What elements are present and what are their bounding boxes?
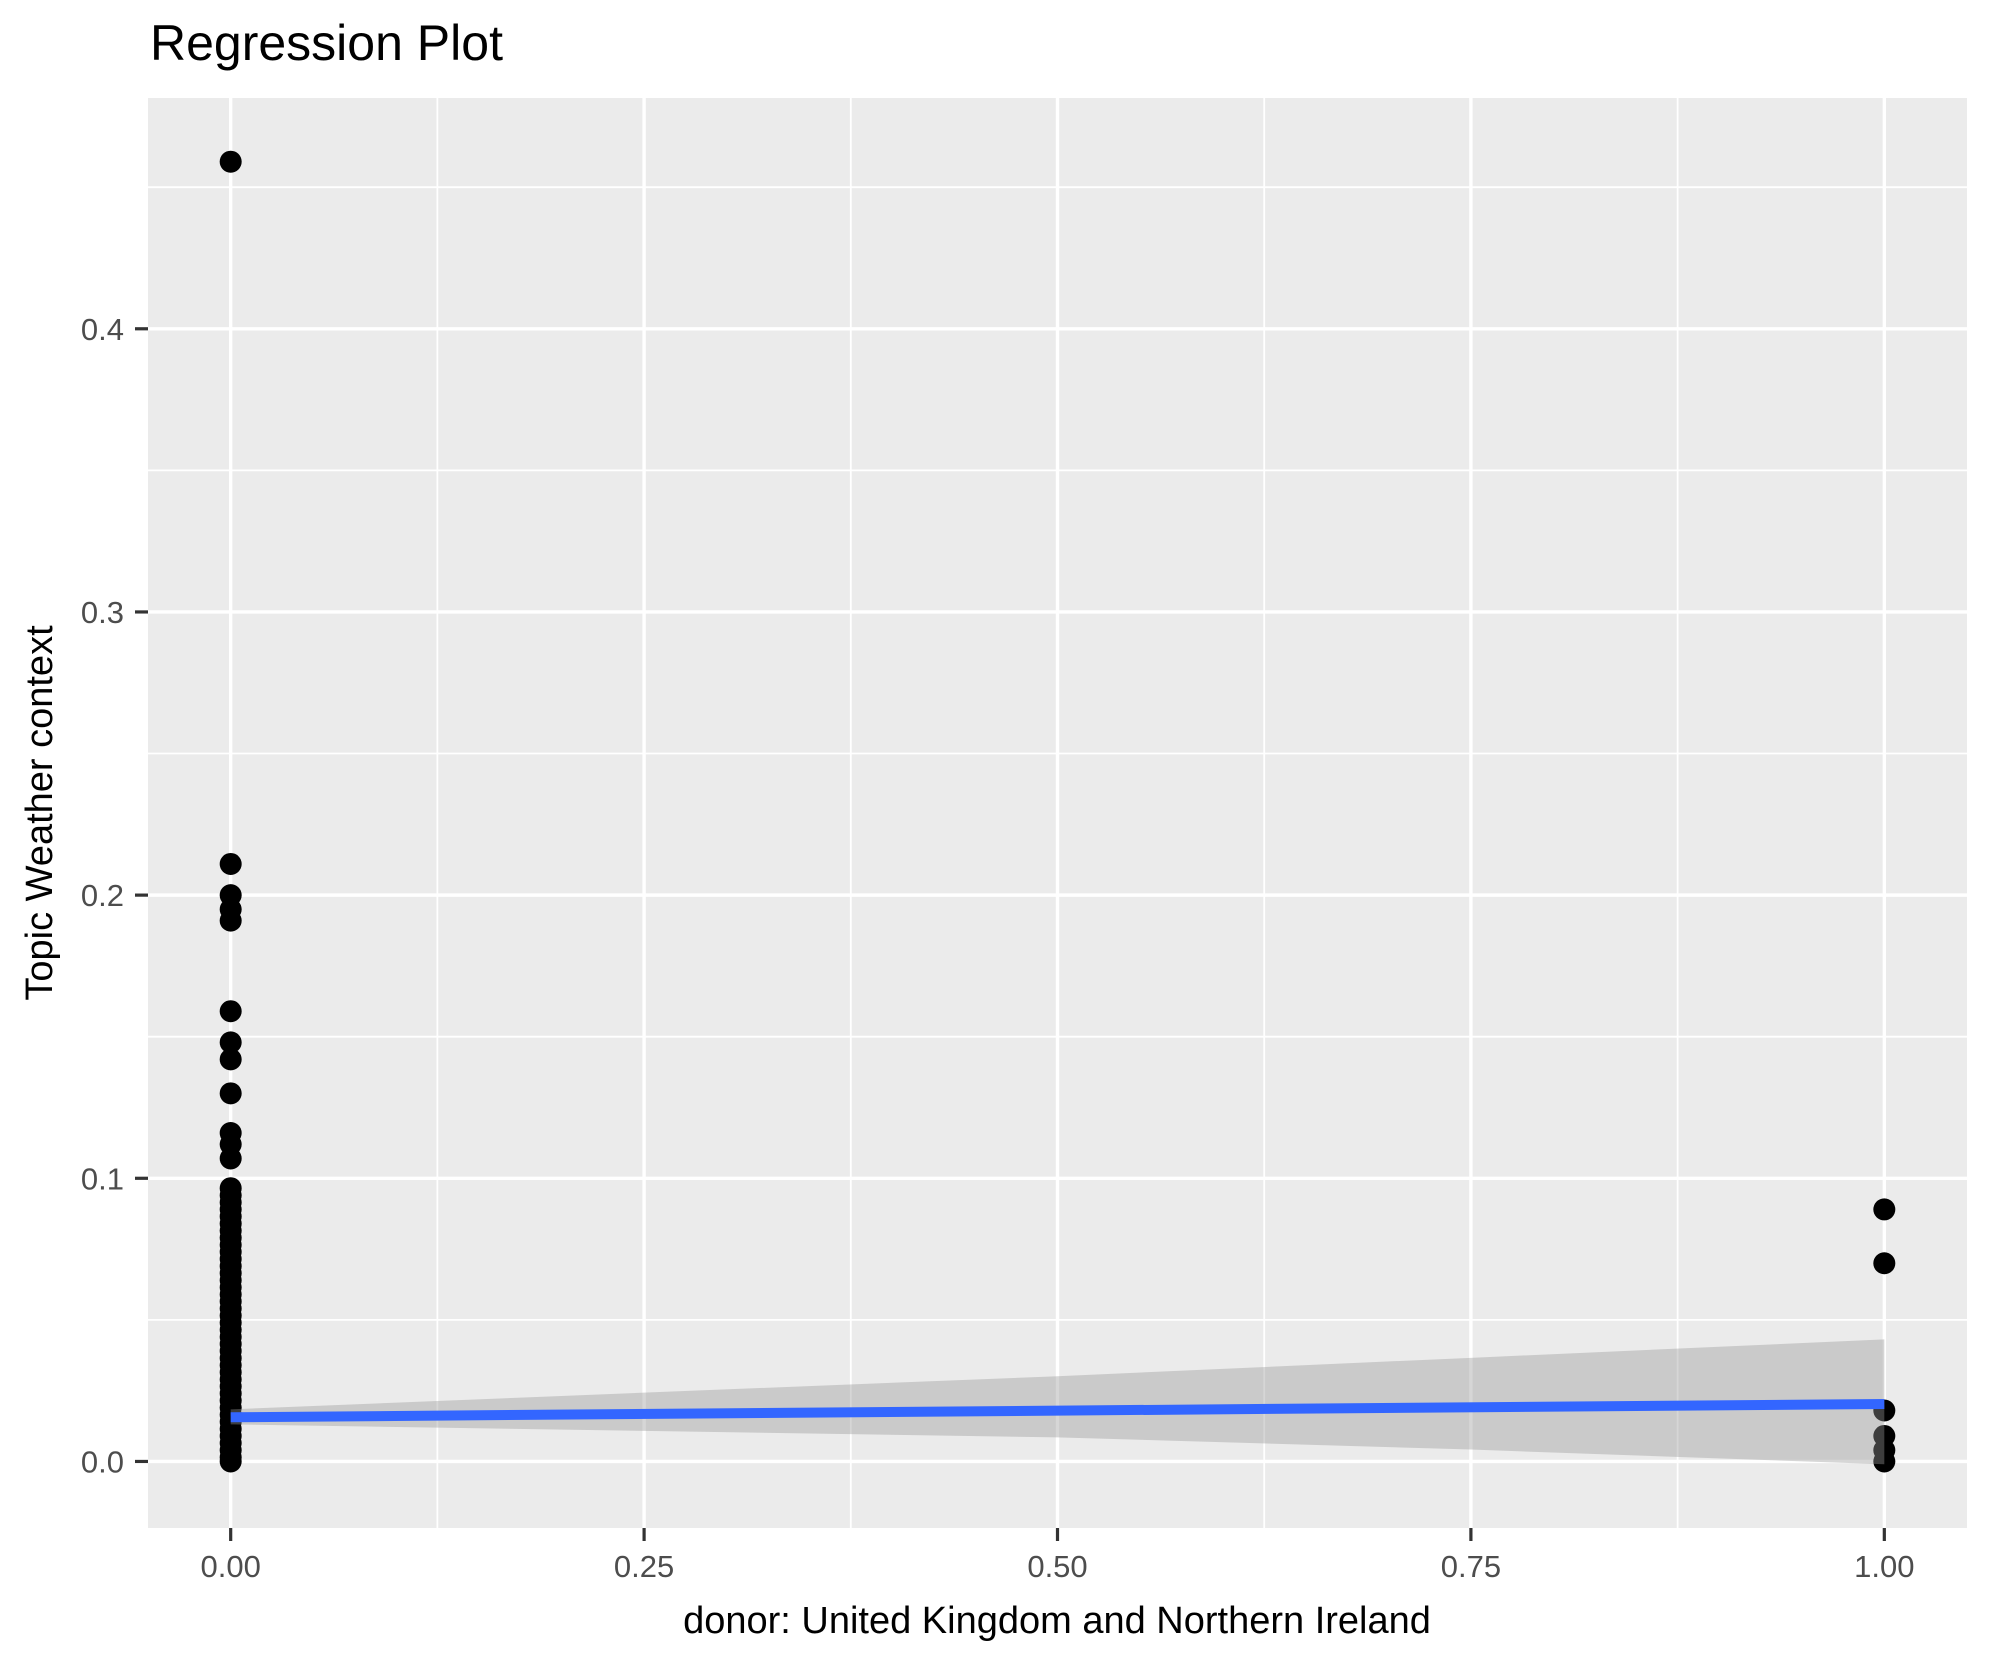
- data-point: [219, 852, 242, 875]
- y-tick-label: 0.0: [81, 1444, 124, 1479]
- data-point: [1873, 1450, 1896, 1473]
- data-point: [219, 1450, 242, 1473]
- x-tick-label: 0.00: [201, 1549, 261, 1584]
- axis-layer: 0.00 0.25 0.50 0.75 1.00 0.0 0.1 0.2 0.3 0.4: [81, 312, 1915, 1584]
- x-tick-label: 0.25: [614, 1549, 674, 1584]
- x-tick-label: 1.00: [1854, 1549, 1914, 1584]
- x-tick-label: 0.75: [1441, 1549, 1501, 1584]
- regression-line: [230, 1398, 1885, 1423]
- confidence-band: [230, 1339, 1885, 1465]
- data-point: [219, 1147, 242, 1170]
- x-tick-label: 0.50: [1027, 1549, 1087, 1584]
- data-point: [219, 1082, 242, 1105]
- y-axis-title: Topic Weather context: [19, 625, 61, 1001]
- data-point: [219, 1048, 242, 1071]
- y-tick-label: 0.3: [81, 595, 124, 630]
- data-point: [219, 909, 242, 932]
- x-axis-title: donor: United Kingdom and Northern Irela…: [683, 1600, 1431, 1642]
- data-point: [219, 1031, 242, 1054]
- y-tick-label: 0.2: [81, 878, 124, 913]
- plot-title: Regression Plot: [150, 15, 503, 71]
- data-point: [219, 150, 242, 173]
- y-tick-label: 0.1: [81, 1161, 124, 1196]
- data-point: [1873, 1252, 1896, 1275]
- panel-layer: [148, 98, 1967, 1528]
- data-point: [1873, 1198, 1896, 1221]
- y-tick-label: 0.4: [81, 312, 124, 347]
- data-point: [219, 1000, 242, 1023]
